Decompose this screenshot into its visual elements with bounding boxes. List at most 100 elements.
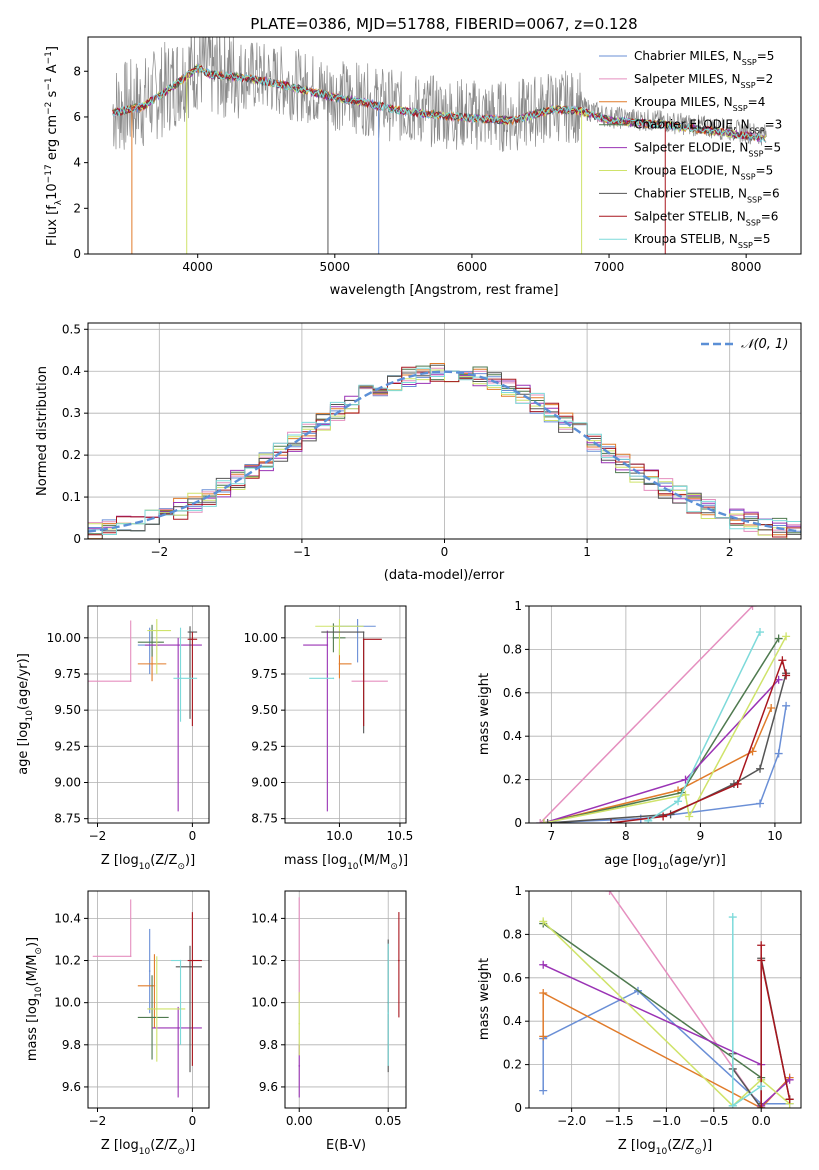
legend-label-sub: SSP [738,241,753,250]
series-marker-salpeter-stelib [733,779,742,788]
y-tick-label: 0.3 [62,406,81,420]
series-marker-kroupa-elodie [681,790,690,799]
x-axis-label-part: E(B-V) [326,1138,366,1153]
point-chabrier-elodie [332,637,335,639]
point-salpeter-elodie [177,644,179,646]
y-axis-label-part: age [log [16,722,31,775]
y-axis-label-part: (age/yr)] [16,653,31,710]
y-tick-label: 10.4 [54,911,81,925]
series-marker-kroupa-miles [539,988,548,997]
plot-area [539,891,794,1108]
legend-label-chabrier-elodie: Chabrier ELODIE, NSSP=3 [634,118,782,136]
x-tick-label: 1 [583,545,591,559]
point-kroupa-stelib [387,1012,390,1014]
x-axis-label-part: Z [log [101,1138,139,1153]
point-kroupa-stelib [179,677,182,680]
x-tick-label: 7 [548,829,556,843]
y-tick-label: 10.2 [54,954,81,968]
x-axis-label-part: (Z/Z [150,853,177,868]
y-tick-label: 8.75 [54,812,81,826]
series-marker-kroupa-elodie [782,632,791,641]
series-marker-kroupa-miles [539,1032,548,1041]
x-axis-label-sub: ⊙ [390,862,398,872]
x-axis-label-part: (M/M [359,853,391,868]
plot-area [92,899,202,1098]
series-marker-kroupa-stelib [756,628,765,637]
figure-title: PLATE=0386, MJD=51788, FIBERID=0067, z=0… [250,15,637,33]
y-tick-label: 0.2 [503,773,522,787]
x-axis-label-sub: 10 [347,862,359,872]
y-tick-label: 0.6 [503,686,522,700]
x-axis-label: (data-model)/error [384,568,505,583]
x-tick-label: −1.0 [652,1114,681,1128]
observed-spectrum [112,37,767,152]
plot-area [88,619,202,812]
x-axis-label: Z [log10(Z/Z⊙)] [101,853,195,872]
x-tick-label: 4000 [182,260,213,274]
x-tick-label: −2 [89,1114,107,1128]
x-axis-label-sub: 10 [139,862,151,872]
legend-label-sub: SSP [746,218,761,227]
y-tick-label: 10.4 [251,911,278,925]
x-axis-label-part: )] [398,853,408,868]
legend-label-sub: SSP [747,195,762,204]
series-marker-chabrier-miles [539,1086,548,1095]
y-tick-label: 0.4 [62,364,81,378]
axes-frame: 7 8 9 10 0 0.2 0.4 0.6 0.8 1 [503,599,802,843]
legend-label-tail: =4 [748,95,766,109]
legend-label-tail: =3 [765,118,783,132]
x-axis-label: Z [log10(Z/Z⊙)] [101,1138,195,1157]
plot-area [88,363,801,539]
y-tick-label: 0.4 [503,729,522,743]
legend-label-normal: 𝒩(0, 1) [741,337,788,352]
x-tick-label: −2.0 [557,1114,586,1128]
point-kroupa-elodie [156,1008,158,1010]
y-tick-label: 0 [514,1101,522,1115]
y-tick-label: 0.4 [503,1014,522,1028]
x-axis-label-part: )] [185,853,195,868]
x-tick-label: 8000 [731,260,762,274]
axes-border [284,605,407,824]
x-axis-label-part: )] [185,1138,195,1153]
point-kroupa-stelib [179,959,182,962]
x-axis-label-part: wavelength [Angstrom, rest frame] [330,283,559,298]
legend-label-tail: =2 [756,72,774,86]
series-marker-kroupa-stelib [644,816,653,823]
y-axis-label-sub: ⊙ [34,947,44,955]
x-tick-label: 0 [441,545,449,559]
point-salpeter-stelib [398,959,400,962]
y-axis-label-part: Normed distribution [35,366,50,496]
y-tick-label: 9.00 [54,775,81,789]
point-salpeter-stelib [362,638,365,641]
residual-histogram-kroupa-stelib [88,367,801,535]
x-tick-label: 0.0 [752,1114,771,1128]
plot-area [536,606,791,823]
x-axis-label-part: (Z/Z [667,1138,694,1153]
plot-area [112,37,767,254]
series-marker-chabrier-elodie [774,634,783,643]
y-tick-label: 0.2 [503,1058,522,1072]
legend-label-text: Kroupa MILES, N [634,95,733,109]
y-axis-label-part: 10 [45,183,60,200]
y-tick-label: 0.8 [503,927,522,941]
plot-area [298,897,400,1098]
axes-border [284,890,407,1109]
y-tick-label: 8 [73,64,81,78]
legend-label-chabrier-stelib: Chabrier STELIB, NSSP=6 [634,186,780,204]
y-tick-label: 10.00 [244,631,278,645]
x-axis-label-part: (data-model)/error [384,568,505,583]
y-axis-label: mass weight [477,958,492,1040]
series-marker-salpeter-elodie [785,1075,794,1084]
axes-border [87,605,210,824]
x-axis-label-sub: 10 [657,862,669,872]
series-line-salpeter-stelib [760,945,791,1108]
panel-residuals: −2 −1 0 1 2 0 0.1 0.2 0.3 0.4 0.5 𝒩(0, 1) (data-mode… [35,322,802,583]
point-salpeter-miles [129,680,132,683]
panel-mass-vs-reddening: 0.00 0.05 9.6 9.8 10.0 10.2 10.4 E(B-V) [251,890,407,1153]
legend-label-text: Salpeter STELIB, N [634,209,746,223]
y-axis-label-sub: 10 [34,986,44,998]
x-axis-label-part: age [log [604,853,657,868]
point-chabrier-stelib [362,631,365,633]
